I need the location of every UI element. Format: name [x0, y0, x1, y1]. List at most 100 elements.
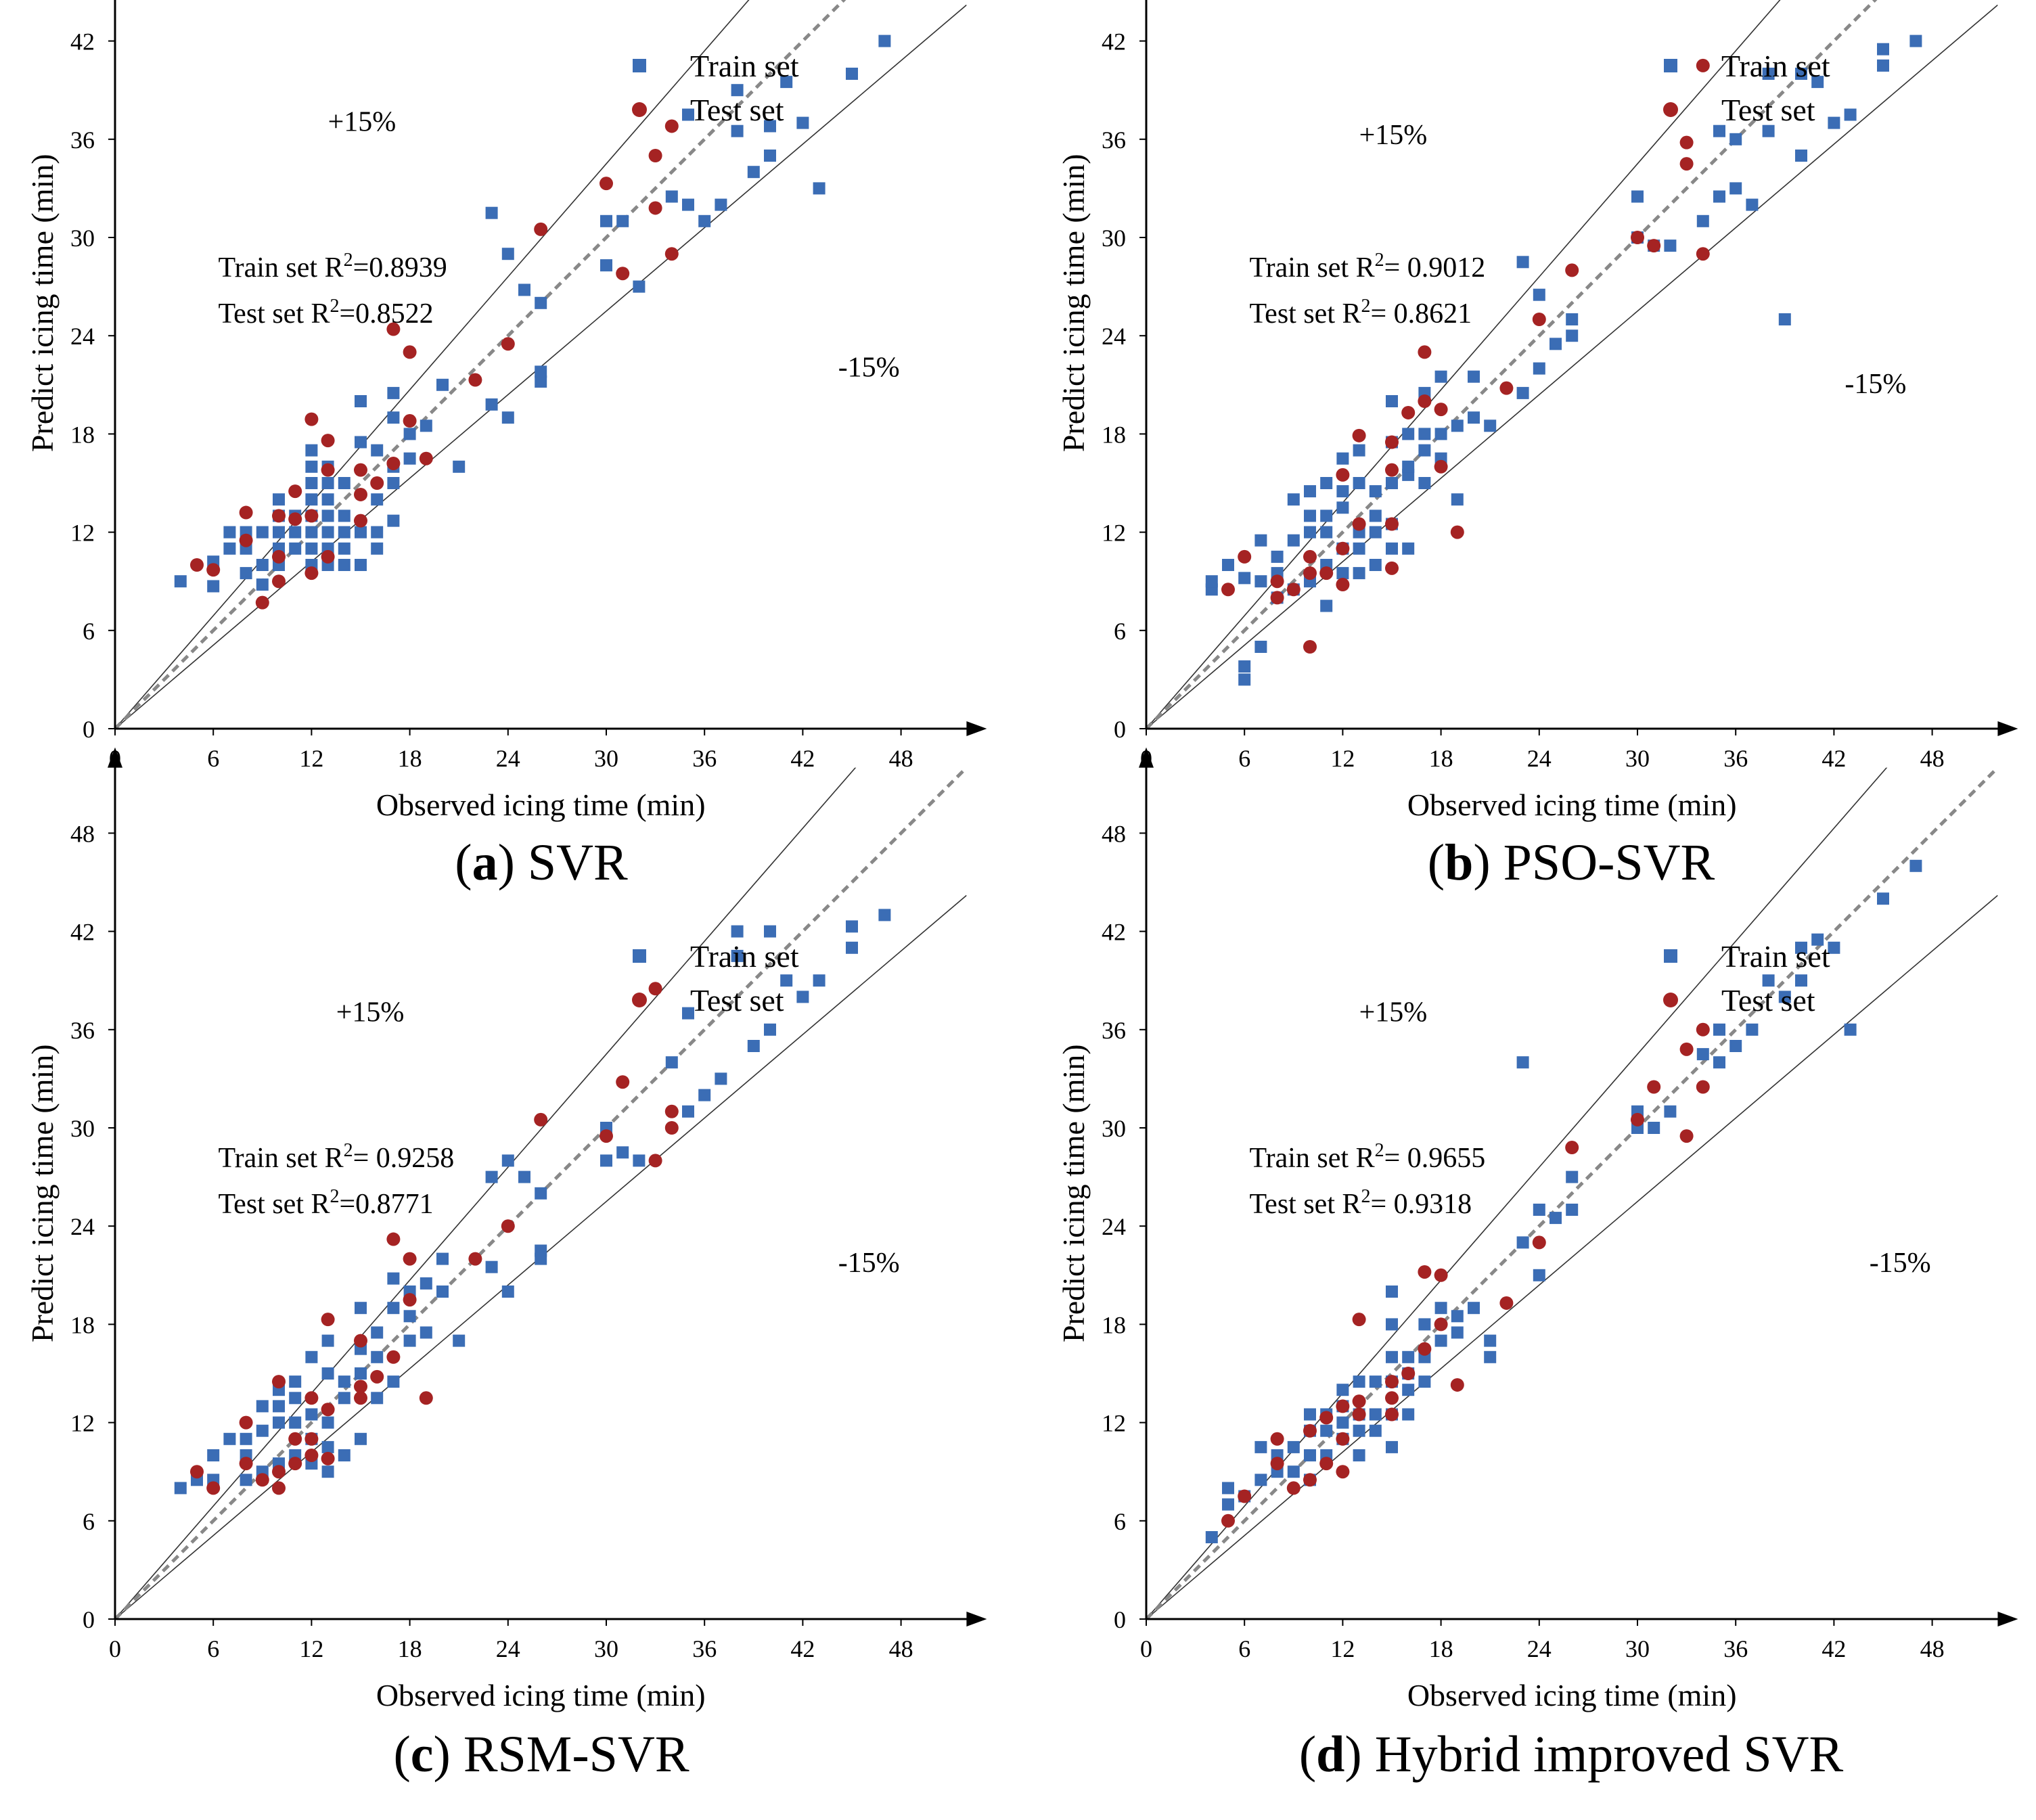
test-point [1286, 583, 1300, 597]
caption-letter: a [472, 834, 498, 891]
test-point [1303, 1473, 1317, 1487]
train-point [1336, 485, 1349, 498]
y-tick-label: 18 [70, 421, 95, 448]
train-point [764, 120, 776, 133]
test-point [1319, 566, 1334, 581]
train-point [1254, 641, 1267, 653]
panel-c: 0 6 12 18 24 30 36 42 48 0 6 12 18 24 30 36 42 48 Observed… [25, 747, 987, 1783]
r2-block: Train set R2=0.8939 Test set R2=0.8522 [218, 250, 447, 329]
train-point [289, 526, 302, 539]
train-point [321, 477, 334, 489]
train-point [371, 1326, 384, 1339]
y-tick-label: 30 [70, 1115, 95, 1142]
test-point [419, 1391, 433, 1405]
x-tick-label: 24 [496, 1635, 520, 1662]
train-point [321, 1440, 334, 1453]
test-point [288, 1432, 302, 1446]
test-point [600, 177, 613, 191]
train-point [321, 1416, 334, 1429]
test-point [1499, 381, 1514, 395]
train-point [436, 1286, 449, 1298]
train-point [338, 559, 350, 571]
train-point [371, 1392, 384, 1405]
train-point [616, 214, 629, 227]
panel-caption: (b) PSO-SVR [1428, 834, 1715, 891]
test-point [239, 533, 253, 547]
y-axis-title: Predict icing time (min) [1056, 154, 1091, 452]
test-point [272, 509, 286, 523]
train-point [1828, 941, 1840, 954]
caption-model: SVR [528, 834, 628, 891]
legend-test-label: Test set [690, 983, 784, 1018]
train-point [1811, 76, 1824, 89]
legend-train-label: Train set [1721, 49, 1830, 83]
x-tick-label: 24 [1527, 745, 1552, 772]
train-point [600, 1154, 612, 1167]
legend-train-marker [1664, 949, 1677, 963]
train-point [1271, 550, 1284, 563]
train-point [1648, 1122, 1660, 1134]
test-point [321, 1313, 335, 1327]
train-point [1451, 419, 1464, 432]
train-point [1320, 1424, 1333, 1437]
train-point [1304, 1449, 1316, 1461]
train-point [1909, 859, 1922, 872]
train-point [1386, 1318, 1398, 1331]
y-tick-label: 6 [83, 618, 95, 645]
train-point [174, 575, 187, 588]
train-point [1320, 599, 1333, 612]
train-point [1762, 124, 1775, 137]
train-point [1287, 534, 1300, 547]
train-point [1828, 116, 1840, 129]
train-point [1369, 509, 1382, 522]
y-tick-label: 0 [1114, 716, 1126, 743]
train-point [1434, 1334, 1447, 1347]
train-point [1222, 1498, 1234, 1511]
legend: Train set Test set [632, 939, 799, 1018]
train-point [1533, 1204, 1545, 1216]
y-tick-label: 30 [1102, 225, 1126, 252]
train-point [1811, 933, 1824, 946]
plus-15-label: +15% [1359, 120, 1428, 151]
test-point [1303, 1424, 1317, 1438]
panel-b: 06121824303642480612182430364248Observed… [1056, 0, 2018, 891]
test-point [648, 1154, 662, 1168]
train-point [1369, 485, 1382, 498]
test-point [403, 1252, 417, 1266]
test-point [1238, 549, 1252, 564]
test-point [1631, 231, 1644, 244]
train-point [1386, 1440, 1398, 1453]
panel-caption: (c) RSM-SVR [393, 1726, 689, 1783]
x-axis-arrow [1997, 721, 2018, 736]
train-point [305, 526, 318, 539]
train-point [1336, 501, 1349, 514]
legend-train-label: Train set [690, 939, 799, 974]
y-tick-label: 42 [1102, 28, 1126, 55]
legend-test-marker [1663, 993, 1678, 1007]
caption-letter: c [411, 1726, 434, 1783]
caption-paren-open: ( [455, 834, 472, 891]
test-point [321, 434, 335, 448]
train-point [338, 1375, 350, 1388]
caption-letter: b [1445, 834, 1473, 891]
train-point [1664, 1105, 1677, 1118]
test-point [255, 595, 269, 610]
train-point [764, 1023, 776, 1036]
train-point [1418, 444, 1431, 457]
train-point [1369, 559, 1382, 571]
test-point [1336, 1465, 1350, 1479]
panel-d: 0 6 12 18 24 30 36 42 48 0 6 12 18 24 30 36 42 48 Observed… [1056, 747, 2018, 1783]
train-point [1386, 477, 1398, 489]
test-point [304, 1449, 319, 1462]
train-point [535, 1244, 547, 1257]
train-point [1320, 477, 1333, 489]
test-point [321, 1451, 335, 1465]
train-point [780, 974, 793, 987]
test-point [1679, 1129, 1694, 1143]
legend-train-marker [633, 59, 646, 72]
test-point [304, 566, 319, 581]
minus-15-label: -15% [1845, 369, 1906, 400]
train-point [1484, 1334, 1497, 1347]
train-point [387, 1302, 400, 1315]
panel-a: 06121824303642480612182430364248Observed… [25, 0, 987, 891]
